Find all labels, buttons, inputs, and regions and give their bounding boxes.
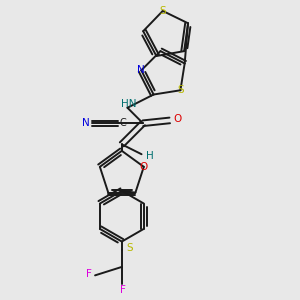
Text: H: H xyxy=(146,152,153,161)
Text: N: N xyxy=(137,65,145,75)
Text: C: C xyxy=(119,118,126,128)
Text: S: S xyxy=(159,6,166,16)
Text: O: O xyxy=(140,162,148,172)
Text: F: F xyxy=(120,285,126,295)
Text: N: N xyxy=(82,118,90,128)
Text: F: F xyxy=(86,269,92,279)
Text: S: S xyxy=(177,85,184,95)
Text: S: S xyxy=(126,243,133,253)
Text: HN: HN xyxy=(121,98,136,109)
Text: O: O xyxy=(173,114,182,124)
